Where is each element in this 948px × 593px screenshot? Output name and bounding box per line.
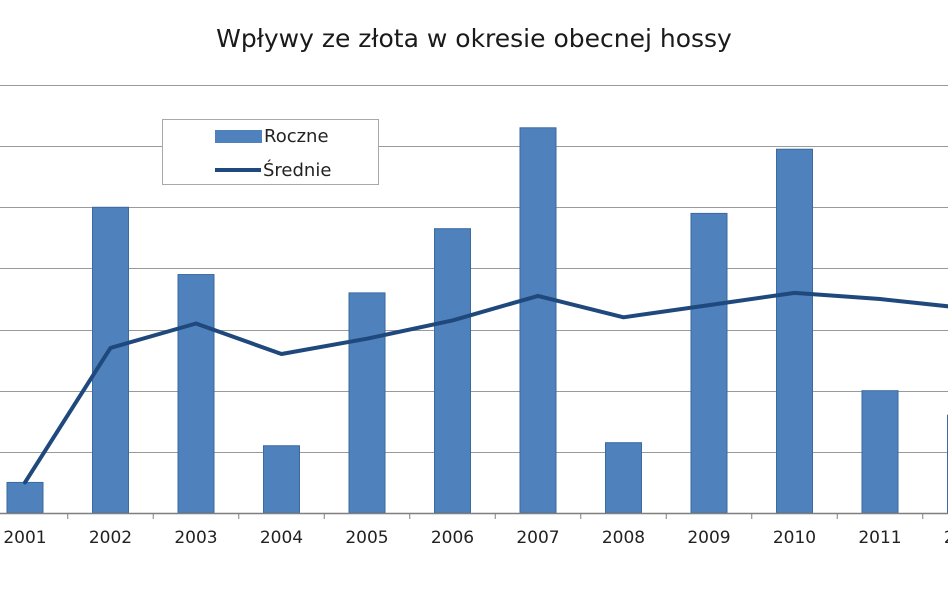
x-tick-label: 2007 (516, 528, 559, 548)
x-tick-label: 2002 (89, 528, 132, 548)
line-srednie (23, 290, 948, 485)
legend-item-roczne: Roczne (163, 124, 329, 148)
x-tick-label: 2005 (345, 528, 388, 548)
bar-2005 (348, 292, 386, 514)
legend-swatch-line (215, 168, 261, 172)
bar-series-roczne (6, 127, 948, 514)
x-tick-label: 2009 (687, 528, 730, 548)
line-series-srednie (23, 290, 948, 485)
x-tick-label: 2010 (773, 528, 816, 548)
x-tick-labels: 2001 2002 2003 2004 2005 2006 2007 2008 2009 2010… (3, 528, 948, 548)
bar-2011 (861, 390, 899, 514)
x-tick-label: 2001 (3, 528, 46, 548)
chart-title: Wpływy ze złota w okresie obecnej hossy (216, 24, 732, 53)
gridlines (0, 85, 948, 453)
bar-2010 (776, 148, 813, 514)
legend: Roczne Średnie (162, 119, 379, 185)
bar-2009 (690, 212, 728, 514)
x-tick-label: 2006 (431, 528, 474, 548)
bar-2002 (92, 206, 129, 514)
bar-2006 (434, 228, 471, 514)
x-tick-label: 2004 (260, 528, 303, 548)
legend-item-srednie: Średnie (163, 158, 331, 182)
bar-2003 (177, 274, 215, 514)
x-tick-label: 2012 (944, 528, 948, 548)
bar-2004 (263, 445, 300, 514)
bar-2008 (605, 442, 642, 514)
bar-2007 (519, 127, 557, 514)
x-tick-label: 2003 (174, 528, 217, 548)
x-tick-label: 2008 (602, 528, 645, 548)
x-axis (0, 512, 948, 519)
legend-label-srednie: Średnie (263, 159, 332, 181)
x-tick-label: 2011 (858, 528, 901, 548)
legend-swatch-bar (215, 129, 262, 143)
legend-label-roczne: Roczne (264, 125, 329, 147)
bar-2001 (6, 481, 44, 514)
